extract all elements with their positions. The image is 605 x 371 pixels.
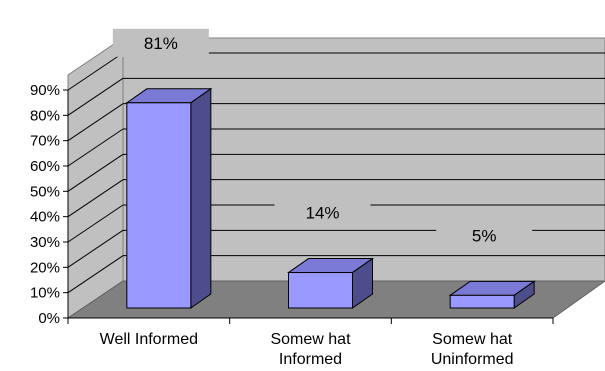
category-label-line: Somew hat bbox=[270, 331, 351, 348]
y-tick-label: 10% bbox=[30, 285, 60, 302]
category-label-line: Somew hat bbox=[432, 331, 513, 348]
data-label: 81% bbox=[144, 34, 178, 53]
y-tick-label: 70% bbox=[30, 133, 60, 150]
gridline-side bbox=[67, 128, 124, 167]
y-tick-label: 30% bbox=[30, 234, 60, 251]
category-label-line: Well Informed bbox=[100, 331, 198, 348]
category-label-line: Informed bbox=[279, 351, 342, 368]
gridline-side bbox=[67, 255, 124, 294]
gridline-side bbox=[67, 204, 124, 243]
gridline-side bbox=[67, 77, 124, 116]
gridline-side bbox=[67, 52, 124, 91]
data-label-background bbox=[436, 221, 533, 250]
bar bbox=[286, 257, 375, 309]
bar bbox=[125, 87, 213, 309]
data-label-background bbox=[274, 198, 371, 227]
data-label-background bbox=[112, 28, 209, 57]
gridline-side bbox=[67, 103, 124, 142]
data-label: 5% bbox=[472, 226, 497, 245]
bar-side bbox=[190, 87, 212, 309]
gridline-side bbox=[67, 179, 124, 218]
y-tick-label: 0% bbox=[38, 310, 60, 327]
side-wall bbox=[67, 37, 124, 319]
back-wall bbox=[122, 37, 605, 282]
y-tick-label: 40% bbox=[30, 209, 60, 226]
category-label: Somew hat Uninformed bbox=[431, 331, 514, 368]
y-tick-label: 20% bbox=[30, 259, 60, 276]
bar bbox=[448, 280, 536, 309]
y-tick-label: 90% bbox=[30, 82, 60, 99]
gridline-side bbox=[67, 229, 124, 268]
category-label-line: Uninformed bbox=[431, 351, 514, 368]
y-tick-label: 80% bbox=[30, 107, 60, 124]
y-tick-label: 60% bbox=[30, 158, 60, 175]
bar-front bbox=[449, 294, 515, 309]
y-tick-label: 50% bbox=[30, 183, 60, 200]
data-label: 14% bbox=[305, 204, 339, 223]
category-label: Somew hat Informed bbox=[270, 331, 351, 368]
bar-front bbox=[126, 102, 192, 309]
bar-front bbox=[288, 272, 353, 309]
gridline-side bbox=[67, 153, 124, 192]
category-label: Well Informed bbox=[100, 331, 198, 348]
